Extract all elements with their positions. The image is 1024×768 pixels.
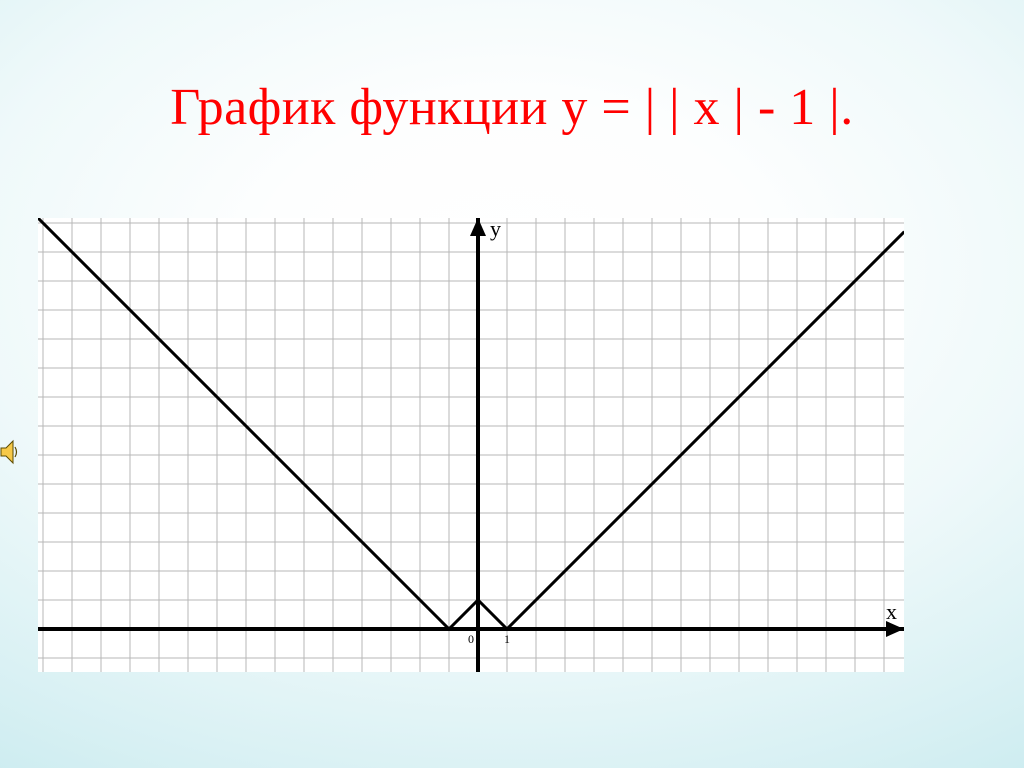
chart-svg: y x 0 1 — [38, 218, 904, 672]
function-chart: y x 0 1 — [38, 218, 904, 672]
speaker-icon — [0, 438, 18, 466]
svg-text:0: 0 — [468, 632, 474, 646]
slide-title: График функции y = | | x | - 1 |. — [0, 78, 1024, 137]
slide: График функции y = | | x | - 1 |. y = | … — [0, 0, 1024, 768]
svg-text:x: x — [886, 599, 897, 624]
svg-text:1: 1 — [504, 632, 510, 646]
svg-text:y: y — [490, 218, 501, 241]
